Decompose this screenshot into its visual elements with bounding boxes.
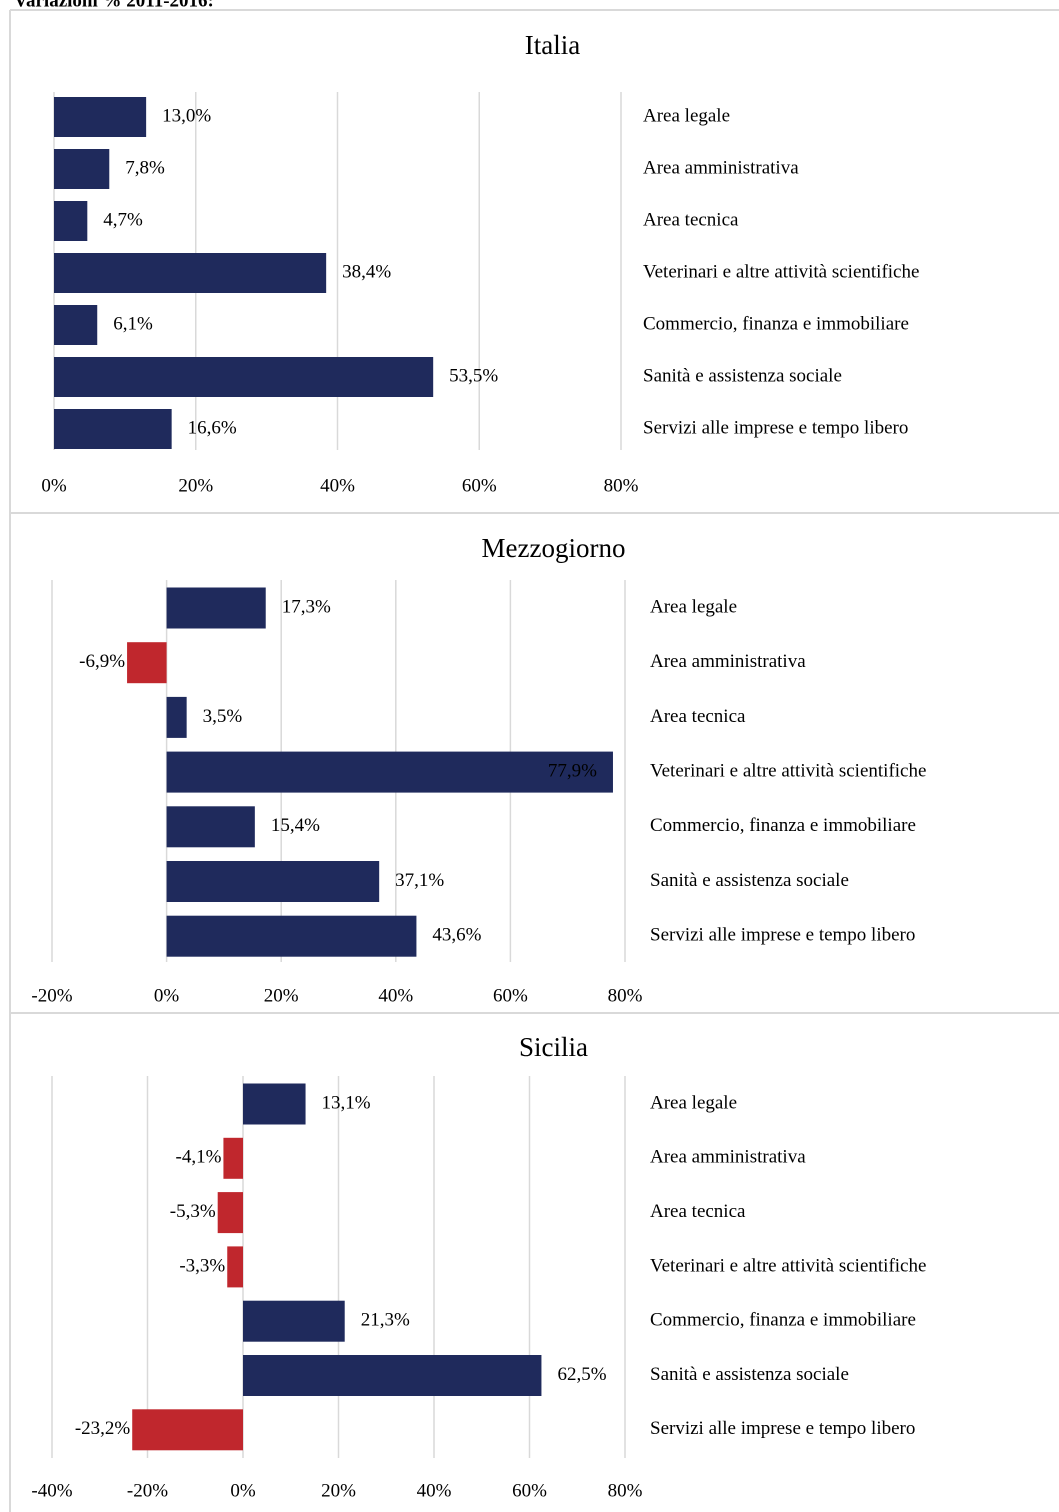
category-label: Servizi alle imprese e tempo libero bbox=[650, 1418, 915, 1439]
value-label: -6,9% bbox=[79, 651, 125, 672]
x-tick-label: 20% bbox=[321, 1480, 356, 1501]
category-label: Area tecnica bbox=[650, 1201, 746, 1222]
category-label: Veterinari e altre attività scientifiche bbox=[650, 760, 926, 781]
category-label: Area amministrativa bbox=[643, 157, 799, 178]
value-label: 7,8% bbox=[125, 157, 165, 178]
value-label: 3,5% bbox=[203, 706, 243, 727]
value-label: 13,1% bbox=[322, 1092, 371, 1113]
chart-title: Sicilia bbox=[519, 1032, 588, 1062]
value-label: 15,4% bbox=[271, 815, 320, 836]
bar bbox=[54, 97, 147, 137]
x-tick-label: -20% bbox=[31, 985, 72, 1006]
category-label: Veterinari e altre attività scientifiche bbox=[643, 261, 919, 282]
value-label: 17,3% bbox=[282, 596, 331, 617]
category-label: Servizi alle imprese e tempo libero bbox=[643, 417, 908, 438]
value-label: -3,3% bbox=[179, 1255, 225, 1276]
x-tick-label: 60% bbox=[512, 1480, 547, 1501]
bar bbox=[54, 149, 110, 189]
category-label: Sanità e assistenza sociale bbox=[650, 870, 849, 891]
value-label: 38,4% bbox=[342, 261, 391, 282]
caption: Variazioni % 2011-2016: bbox=[14, 0, 214, 11]
value-label: 62,5% bbox=[557, 1364, 606, 1385]
value-label: 77,9% bbox=[548, 760, 597, 781]
category-label: Veterinari e altre attività scientifiche bbox=[650, 1255, 926, 1276]
bar bbox=[166, 861, 380, 902]
x-tick-label: 20% bbox=[178, 475, 213, 496]
category-label: Commercio, finanza e immobiliare bbox=[650, 815, 916, 836]
bar bbox=[166, 751, 613, 793]
category-label: Commercio, finanza e immobiliare bbox=[643, 313, 909, 334]
value-label: -4,1% bbox=[176, 1147, 222, 1168]
x-tick-label: 80% bbox=[608, 1480, 643, 1501]
category-label: Servizi alle imprese e tempo libero bbox=[650, 925, 915, 946]
bar bbox=[166, 696, 187, 738]
category-label: Area amministrativa bbox=[650, 1147, 806, 1168]
bar bbox=[54, 253, 327, 293]
bar bbox=[243, 1355, 542, 1396]
x-tick-label: 20% bbox=[264, 985, 299, 1006]
x-tick-label: 60% bbox=[462, 475, 497, 496]
value-label: 53,5% bbox=[449, 365, 498, 386]
x-tick-label: 80% bbox=[604, 475, 639, 496]
x-tick-label: 40% bbox=[320, 475, 355, 496]
category-label: Commercio, finanza e immobiliare bbox=[650, 1310, 916, 1331]
x-tick-label: -20% bbox=[127, 1480, 168, 1501]
value-label: 16,6% bbox=[188, 417, 237, 438]
value-label: -23,2% bbox=[75, 1418, 131, 1439]
value-label: -5,3% bbox=[170, 1201, 216, 1222]
category-label: Area tecnica bbox=[643, 209, 739, 230]
x-tick-label: 0% bbox=[230, 1480, 256, 1501]
chart-title: Mezzogiorno bbox=[482, 533, 626, 563]
bar bbox=[54, 357, 434, 397]
category-label: Area legale bbox=[650, 596, 737, 617]
bar bbox=[217, 1192, 243, 1234]
bar bbox=[54, 409, 172, 449]
bar bbox=[223, 1137, 243, 1179]
category-label: Area legale bbox=[643, 105, 730, 126]
bar bbox=[132, 1409, 243, 1451]
x-tick-label: 60% bbox=[493, 985, 528, 1006]
bar bbox=[54, 305, 98, 345]
bar bbox=[243, 1083, 306, 1125]
value-label: 43,6% bbox=[432, 925, 481, 946]
category-label: Area amministrativa bbox=[650, 651, 806, 672]
category-label: Sanità e assistenza sociale bbox=[650, 1364, 849, 1385]
bar bbox=[127, 642, 167, 684]
category-label: Area legale bbox=[650, 1092, 737, 1113]
value-label: 21,3% bbox=[361, 1310, 410, 1331]
value-label: 37,1% bbox=[395, 870, 444, 891]
bar bbox=[54, 201, 88, 241]
category-label: Area tecnica bbox=[650, 706, 746, 727]
chart-title: Italia bbox=[525, 30, 580, 60]
bar bbox=[166, 806, 255, 848]
x-tick-label: 0% bbox=[154, 985, 180, 1006]
bar bbox=[166, 587, 266, 629]
bar bbox=[243, 1300, 345, 1342]
x-tick-label: 0% bbox=[41, 475, 67, 496]
value-label: 13,0% bbox=[162, 105, 211, 126]
bar bbox=[227, 1246, 243, 1288]
x-tick-label: 40% bbox=[378, 985, 413, 1006]
x-tick-label: 40% bbox=[417, 1480, 452, 1501]
x-tick-label: 80% bbox=[608, 985, 643, 1006]
value-label: 6,1% bbox=[113, 313, 153, 334]
value-label: 4,7% bbox=[103, 209, 143, 230]
category-label: Sanità e assistenza sociale bbox=[643, 365, 842, 386]
x-tick-label: -40% bbox=[31, 1480, 72, 1501]
bar bbox=[166, 915, 417, 957]
